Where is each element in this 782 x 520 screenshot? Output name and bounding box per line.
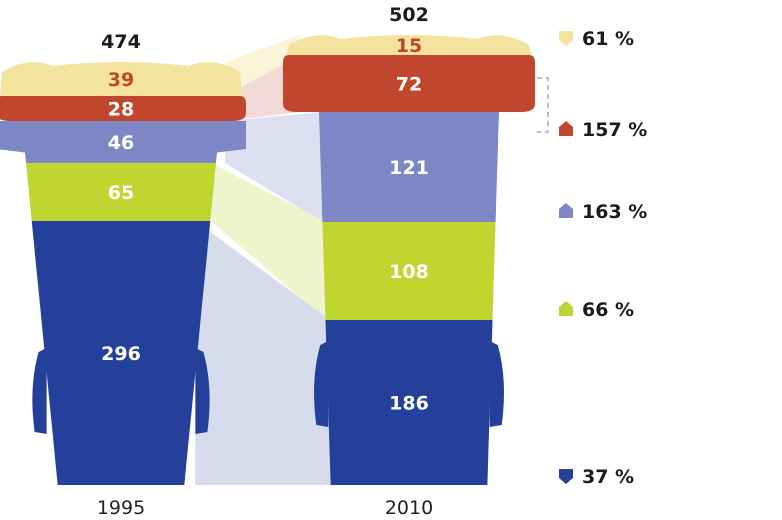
change-label-green: 66 % (582, 299, 634, 321)
segment-blue-1995 (31, 221, 211, 485)
change-label-purple: 163 % (582, 201, 647, 223)
arrow-down-icon-yellow (559, 31, 573, 46)
segment-purple-1995 (0, 121, 246, 163)
total-label-2010: 502 (389, 4, 429, 26)
year-label-2010: 2010 (385, 497, 433, 519)
bin-wheel-left-1995 (32, 348, 47, 434)
segment-green-2010 (322, 222, 496, 320)
arrow-down-icon-blue (559, 469, 573, 484)
year-label-1995: 1995 (97, 497, 145, 519)
bin-1995 (0, 62, 246, 485)
value-label-purple-1995: 46 (108, 132, 134, 154)
bin-wheel-left-2010 (314, 341, 329, 427)
segment-yellow-1995 (0, 62, 242, 96)
value-label-red-2010: 72 (396, 74, 422, 96)
total-label-1995: 474 (101, 31, 141, 53)
value-label-yellow-2010: 15 (396, 35, 422, 57)
value-label-green-1995: 65 (108, 182, 134, 204)
legend-bracket (537, 77, 549, 133)
value-label-purple-2010: 121 (389, 157, 429, 179)
arrow-up-icon-green (559, 301, 573, 316)
value-label-blue-1995: 296 (101, 343, 141, 365)
connector-band-blue (195, 221, 331, 485)
change-legend: 61 % 157 % 163 % 66 % 37 % (537, 28, 647, 488)
arrow-up-icon-red (559, 121, 573, 136)
segment-green-1995 (26, 163, 216, 221)
change-label-yellow: 61 % (582, 28, 634, 50)
connector-band-green (211, 163, 326, 320)
segment-blue-2010 (325, 320, 493, 485)
arrow-up-icon-purple (559, 203, 573, 218)
segment-red-1995 (0, 96, 246, 121)
change-label-red: 157 % (582, 119, 647, 141)
segment-yellow-2010 (287, 35, 531, 55)
change-label-blue: 37 % (582, 466, 634, 488)
value-label-yellow-1995: 39 (108, 69, 134, 91)
connector-bands (195, 35, 331, 485)
bin-wheel-right-1995 (195, 348, 210, 434)
connector-band-purple (225, 112, 323, 222)
value-label-red-1995: 28 (108, 99, 134, 121)
segment-red-2010 (283, 55, 535, 112)
value-label-blue-2010: 186 (389, 393, 429, 415)
labels: 39 28 46 65 296 474 1995 15 72 121 108 186 502 2010 (97, 4, 433, 519)
bin-wheel-right-2010 (489, 341, 504, 427)
connector-band-yellow (225, 35, 300, 96)
value-label-green-2010: 108 (389, 261, 429, 283)
bins (0, 35, 535, 485)
segment-purple-2010 (319, 112, 499, 222)
bin-2010 (283, 35, 535, 485)
